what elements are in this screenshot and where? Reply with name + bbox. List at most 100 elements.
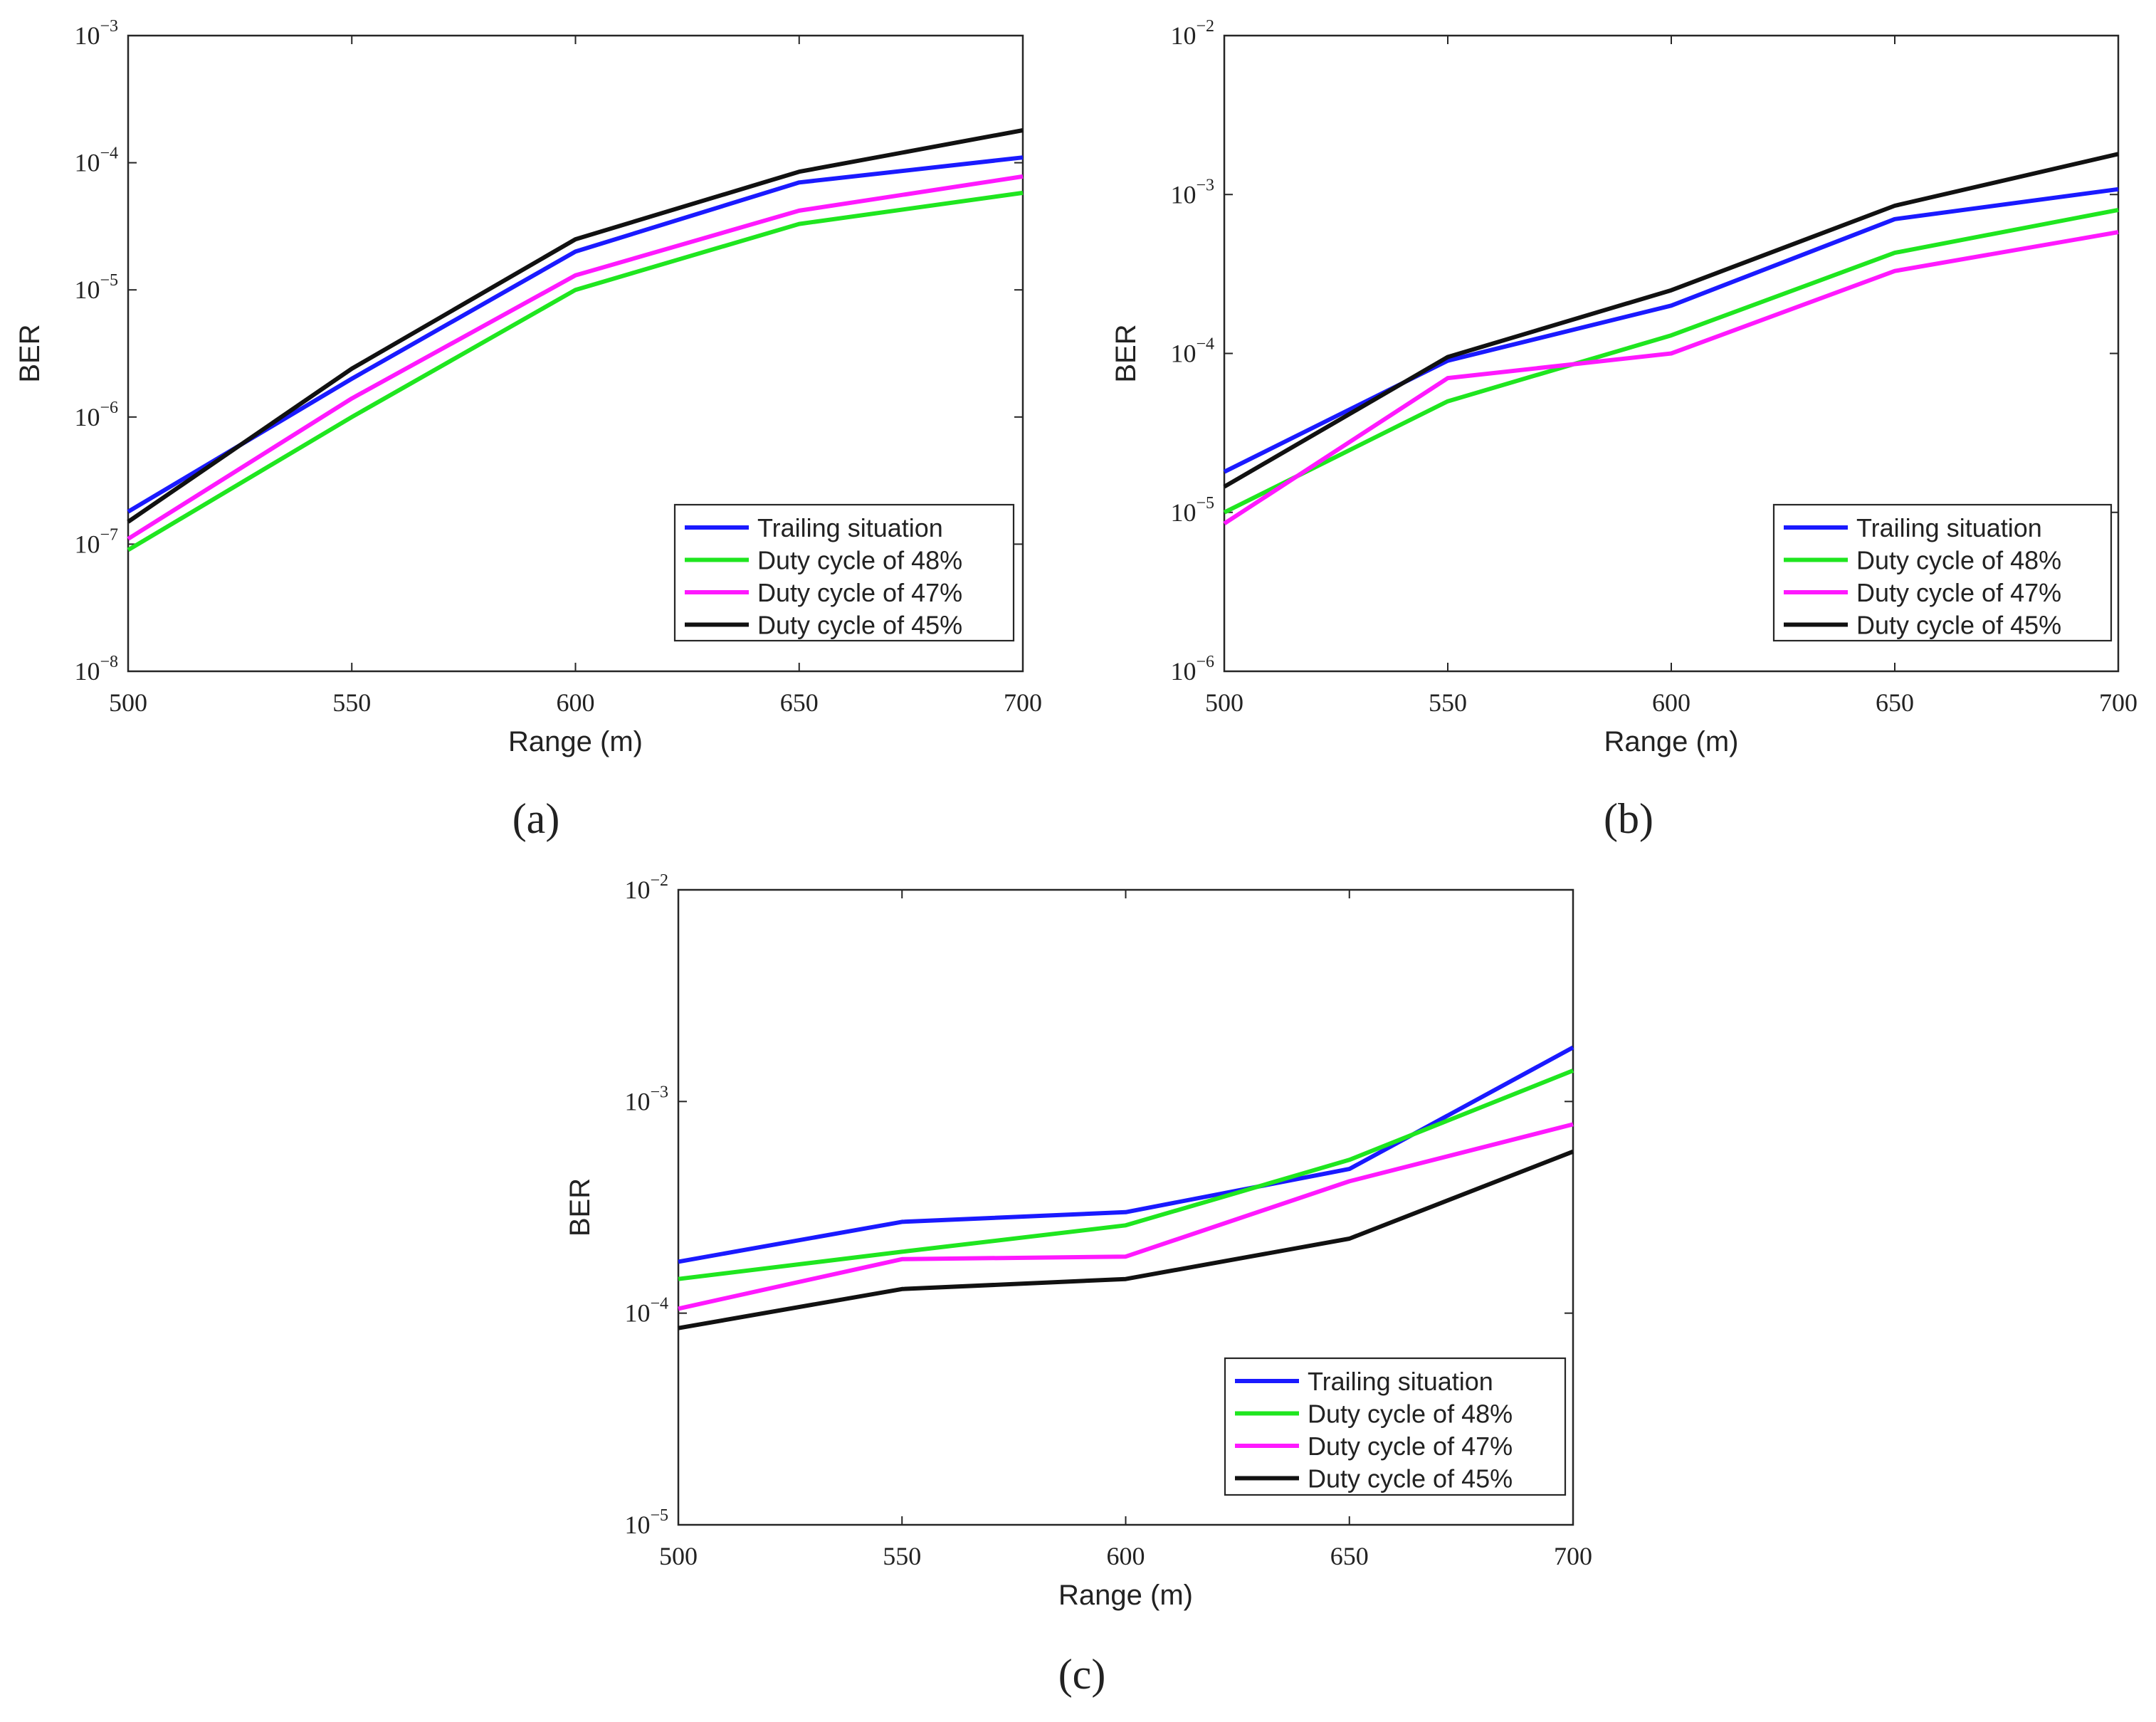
y-tick-label: 10−2 bbox=[624, 871, 668, 904]
legend-entry: Duty cycle of 48% bbox=[757, 546, 962, 575]
x-axis-label: Range (m) bbox=[1058, 1580, 1193, 1611]
legend-entry: Duty cycle of 48% bbox=[1308, 1400, 1513, 1429]
x-tick-label: 500 bbox=[659, 1542, 698, 1570]
y-tick-base: 10 bbox=[74, 657, 100, 686]
y-tick-base: 10 bbox=[1170, 180, 1196, 209]
legend-entry: Duty cycle of 45% bbox=[1308, 1464, 1513, 1493]
legend-entry: Trailing situation bbox=[757, 513, 943, 542]
series-line-duty-cycle-of-48 bbox=[1223, 207, 2119, 515]
y-tick-label: 10−3 bbox=[624, 1083, 668, 1115]
series-line-duty-cycle-of-47 bbox=[678, 1122, 1574, 1311]
x-tick-label: 600 bbox=[1652, 688, 1690, 717]
y-tick-base: 10 bbox=[74, 403, 100, 431]
y-tick-exponent: −3 bbox=[100, 17, 118, 36]
legend-entry: Duty cycle of 45% bbox=[1856, 611, 2061, 640]
x-axis-label: Range (m) bbox=[508, 726, 643, 757]
caption-text: (c) bbox=[1058, 1651, 1106, 1698]
y-tick-exponent: −5 bbox=[1196, 494, 1214, 513]
x-tick-label: 550 bbox=[1429, 688, 1467, 717]
y-tick-exponent: −7 bbox=[100, 525, 118, 544]
panel-caption: (a) bbox=[512, 795, 560, 842]
y-axis-label: BER bbox=[564, 1178, 596, 1237]
series-line-duty-cycle-of-45 bbox=[678, 1149, 1574, 1330]
y-axis-label: BER bbox=[14, 324, 46, 382]
x-tick-label: 500 bbox=[109, 688, 147, 717]
x-tick-label: 700 bbox=[1554, 1542, 1592, 1570]
legend: Trailing situation Duty cycle of 48% Duty … bbox=[1772, 503, 2113, 642]
y-tick-base: 10 bbox=[74, 21, 100, 50]
y-tick-label: 10−7 bbox=[74, 525, 118, 558]
legend-entry: Duty cycle of 48% bbox=[1856, 546, 2061, 575]
x-tick-label: 550 bbox=[332, 688, 371, 717]
y-tick-base: 10 bbox=[624, 1299, 650, 1328]
x-tick-label: 600 bbox=[557, 688, 595, 717]
y-tick-label: 10−8 bbox=[74, 653, 118, 686]
y-tick-exponent: −4 bbox=[650, 1295, 668, 1313]
y-tick-base: 10 bbox=[1170, 340, 1196, 368]
x-tick-label: 600 bbox=[1107, 1542, 1145, 1570]
y-tick-label: 10−2 bbox=[1170, 17, 1214, 50]
y-tick-exponent: −3 bbox=[1196, 176, 1214, 194]
series-line-duty-cycle-of-45 bbox=[127, 128, 1024, 524]
chart-panel-b: 500 550 600 650 70010−610−510−410−310−2Range… bbox=[1110, 17, 2137, 842]
y-tick-base: 10 bbox=[624, 876, 650, 904]
y-tick-label: 10−3 bbox=[1170, 176, 1214, 209]
y-tick-exponent: −2 bbox=[1196, 17, 1214, 36]
legend-entry: Duty cycle of 47% bbox=[757, 578, 962, 607]
legend: Trailing situation Duty cycle of 48% Duty … bbox=[673, 503, 1015, 642]
y-tick-base: 10 bbox=[1170, 21, 1196, 50]
y-tick-label: 10−4 bbox=[74, 145, 118, 177]
y-tick-base: 10 bbox=[1170, 498, 1196, 527]
x-tick-label: 550 bbox=[883, 1542, 921, 1570]
series-line-duty-cycle-of-45 bbox=[1223, 152, 2119, 489]
y-tick-exponent: −8 bbox=[100, 653, 118, 671]
y-tick-label: 10−5 bbox=[74, 271, 118, 304]
y-axis-label: BER bbox=[1110, 324, 1142, 382]
series-line-trailing-situation bbox=[127, 155, 1024, 514]
x-axis-label: Range (m) bbox=[1604, 726, 1739, 757]
y-tick-exponent: −5 bbox=[100, 271, 118, 290]
caption-text: (b) bbox=[1604, 795, 1653, 842]
y-tick-label: 10−6 bbox=[1170, 653, 1214, 686]
y-tick-label: 10−4 bbox=[1170, 335, 1214, 368]
y-tick-label: 10−4 bbox=[624, 1295, 668, 1328]
legend-entry: Duty cycle of 47% bbox=[1308, 1432, 1513, 1461]
series-line-duty-cycle-of-48 bbox=[678, 1069, 1574, 1281]
x-tick-label: 700 bbox=[1004, 688, 1042, 717]
legend-entry: Duty cycle of 45% bbox=[757, 611, 962, 640]
y-tick-base: 10 bbox=[624, 1087, 650, 1115]
y-tick-base: 10 bbox=[1170, 657, 1196, 686]
y-tick-label: 10−3 bbox=[74, 17, 118, 50]
series-line-duty-cycle-of-47 bbox=[127, 174, 1024, 541]
y-tick-exponent: −5 bbox=[650, 1506, 668, 1525]
legend: Trailing situation Duty cycle of 48% Duty … bbox=[1224, 1357, 1567, 1496]
series-line-duty-cycle-of-48 bbox=[127, 190, 1024, 552]
axis-ticks bbox=[1224, 35, 2119, 672]
x-tick-label: 650 bbox=[780, 688, 819, 717]
x-tick-label: 650 bbox=[1330, 1542, 1369, 1570]
x-tick-label: 500 bbox=[1205, 688, 1243, 717]
y-tick-label: 10−5 bbox=[1170, 494, 1214, 527]
series-line-trailing-situation bbox=[1223, 187, 2119, 474]
panel-caption: (c) bbox=[1058, 1651, 1106, 1698]
y-tick-exponent: −6 bbox=[100, 399, 118, 417]
legend-entry: Duty cycle of 47% bbox=[1856, 578, 2061, 607]
y-tick-exponent: −6 bbox=[1196, 653, 1214, 671]
series-line-duty-cycle-of-47 bbox=[1223, 230, 2119, 526]
x-tick-label: 650 bbox=[1876, 688, 1914, 717]
y-tick-base: 10 bbox=[74, 530, 100, 558]
axis-ticks bbox=[127, 35, 1024, 672]
y-tick-label: 10−5 bbox=[624, 1506, 668, 1539]
y-tick-exponent: −4 bbox=[1196, 335, 1214, 354]
x-tick-label: 700 bbox=[2099, 688, 2137, 717]
axis-ticks bbox=[678, 889, 1574, 1526]
y-tick-exponent: −3 bbox=[650, 1083, 668, 1101]
y-tick-base: 10 bbox=[624, 1511, 650, 1539]
y-tick-base: 10 bbox=[74, 149, 100, 177]
legend-entry: Trailing situation bbox=[1856, 513, 2042, 542]
y-tick-exponent: −2 bbox=[650, 871, 668, 890]
y-tick-base: 10 bbox=[74, 275, 100, 304]
y-tick-exponent: −4 bbox=[100, 145, 118, 163]
